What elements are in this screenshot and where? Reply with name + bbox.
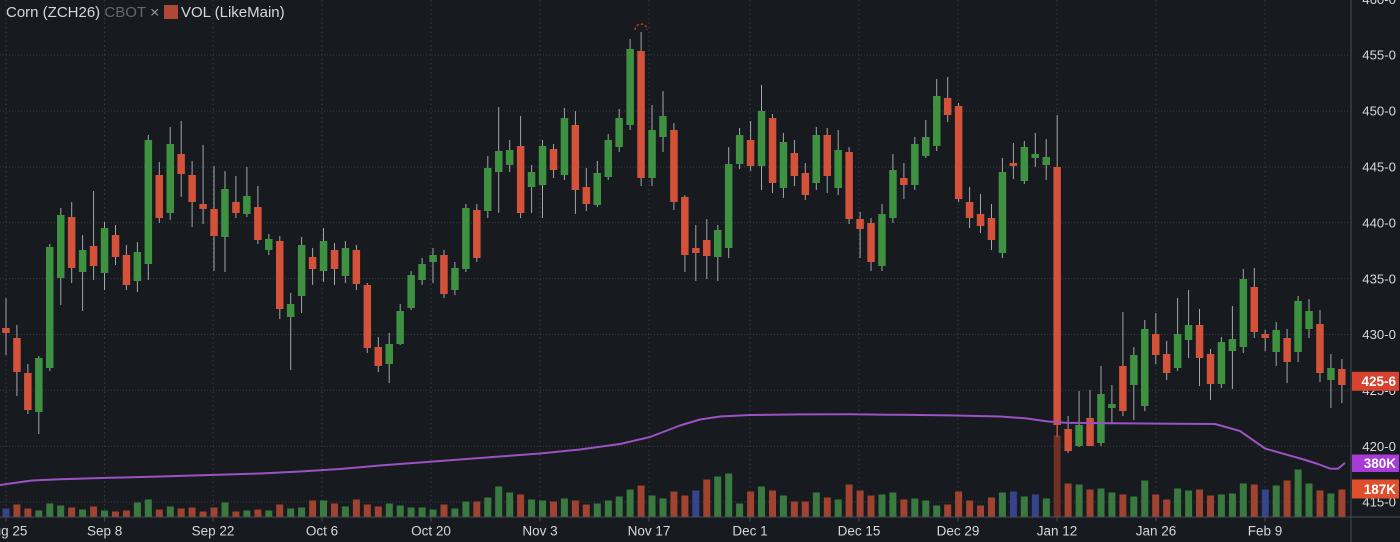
svg-text:450-0: 450-0 <box>1362 104 1396 119</box>
svg-text:Feb 9: Feb 9 <box>1248 524 1283 539</box>
svg-text:440-0: 440-0 <box>1362 216 1396 231</box>
svg-text:Oct 20: Oct 20 <box>411 524 451 539</box>
svg-text:Jan 12: Jan 12 <box>1037 524 1078 539</box>
svg-text:425-6: 425-6 <box>1361 374 1396 389</box>
svg-text:187K: 187K <box>1364 482 1397 497</box>
svg-text:Nov 17: Nov 17 <box>628 524 671 539</box>
svg-text:455-0: 455-0 <box>1362 48 1396 63</box>
svg-text:Aug 25: Aug 25 <box>0 524 27 539</box>
svg-text:380K: 380K <box>1364 456 1397 471</box>
svg-text:Dec 15: Dec 15 <box>838 524 881 539</box>
svg-text:VOL (LikeMain): VOL (LikeMain) <box>181 4 285 21</box>
svg-text:Dec 29: Dec 29 <box>937 524 980 539</box>
svg-text:Corn (ZCH26) CBOT: Corn (ZCH26) CBOT <box>6 4 146 21</box>
svg-text:460-0: 460-0 <box>1362 0 1396 7</box>
svg-text:Oct 6: Oct 6 <box>306 524 338 539</box>
svg-text:Jan 26: Jan 26 <box>1136 524 1177 539</box>
svg-text:×: × <box>150 5 159 22</box>
svg-text:Sep 8: Sep 8 <box>87 524 122 539</box>
svg-text:435-0: 435-0 <box>1362 271 1396 286</box>
svg-text:445-0: 445-0 <box>1362 160 1396 175</box>
svg-text:Sep 22: Sep 22 <box>192 524 235 539</box>
svg-text:Nov 3: Nov 3 <box>522 524 557 539</box>
svg-text:420-0: 420-0 <box>1362 439 1396 454</box>
svg-text:Dec 1: Dec 1 <box>732 524 767 539</box>
svg-text:430-0: 430-0 <box>1362 327 1396 342</box>
